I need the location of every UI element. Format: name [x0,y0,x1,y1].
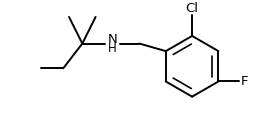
Text: Cl: Cl [186,2,199,15]
Text: F: F [241,75,249,88]
Text: N: N [108,33,117,46]
Text: H: H [108,42,117,55]
